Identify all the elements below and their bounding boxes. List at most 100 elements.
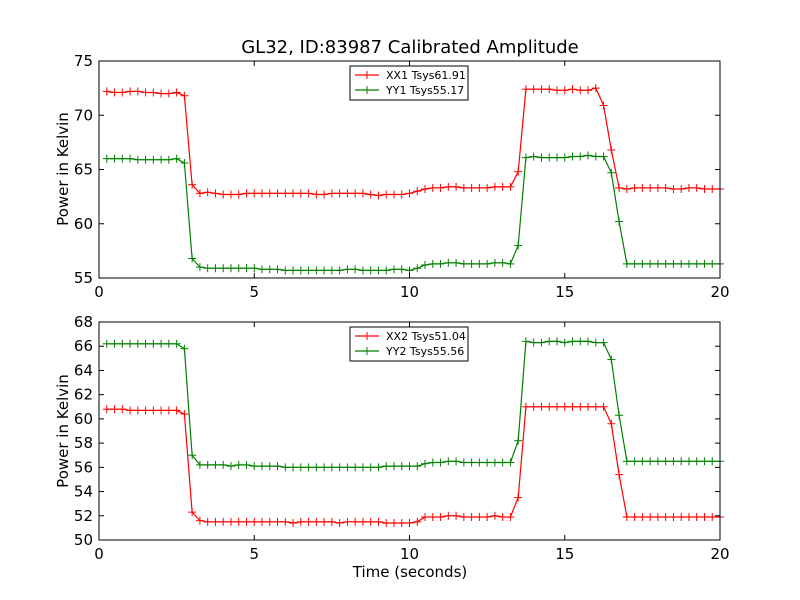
data-point-bottom-1	[452, 511, 461, 520]
data-point-top-2	[366, 266, 375, 275]
x-tick-label-top: 20	[710, 283, 729, 301]
data-point-top-2	[351, 265, 360, 274]
data-point-top-1	[584, 86, 593, 95]
data-point-top-1	[234, 190, 243, 199]
data-point-bottom-1	[164, 406, 173, 415]
data-point-top-2	[677, 259, 686, 268]
data-point-top-1	[343, 189, 352, 198]
data-point-bottom-2	[436, 458, 445, 467]
data-point-top-2	[211, 264, 220, 273]
data-point-top-2	[700, 259, 709, 268]
data-point-top-2	[436, 259, 445, 268]
data-point-top-1	[692, 183, 701, 192]
y-axis-label-bottom: Power in Kelvin	[54, 374, 72, 488]
data-point-bottom-1	[599, 402, 608, 411]
legend-entry-top-1: XX1 Tsys61.91	[355, 69, 466, 82]
y-tick-label-top: 55	[74, 269, 93, 287]
data-point-bottom-1	[428, 512, 437, 521]
x-tick-label-top: 15	[555, 283, 574, 301]
legend-label: XX2 Tsys51.04	[386, 330, 466, 343]
data-point-top-2	[413, 264, 422, 273]
x-tick-label-top: 10	[400, 283, 419, 301]
data-point-bottom-1	[351, 517, 360, 526]
data-point-top-1	[110, 88, 119, 97]
data-point-top-2	[615, 217, 624, 226]
data-point-bottom-1	[436, 512, 445, 521]
data-point-top-1	[141, 88, 150, 97]
data-point-top-1	[599, 101, 608, 110]
data-point-bottom-1	[226, 517, 235, 526]
data-point-top-1	[226, 190, 235, 199]
data-point-top-2	[374, 266, 383, 275]
data-point-top-2	[684, 259, 693, 268]
data-point-top-2	[537, 153, 546, 162]
data-point-top-1	[521, 85, 530, 94]
data-point-top-2	[126, 154, 135, 163]
x-tick-label-top: 0	[94, 283, 104, 301]
x-tick-label-bottom: 5	[249, 545, 259, 563]
data-point-bottom-1	[141, 406, 150, 415]
legend-top: XX1 Tsys61.91 YY1 Tsys55.17	[349, 65, 469, 101]
data-point-bottom-1	[149, 406, 158, 415]
data-point-top-1	[452, 182, 461, 191]
data-point-top-2	[281, 266, 290, 275]
data-point-bottom-2	[242, 460, 251, 469]
data-point-bottom-2	[537, 338, 546, 347]
data-point-top-1	[102, 87, 111, 96]
data-point-top-1	[149, 88, 158, 97]
data-point-top-1	[242, 189, 251, 198]
data-point-bottom-2	[498, 458, 507, 467]
data-point-bottom-2	[646, 457, 655, 466]
data-point-bottom-2	[358, 463, 367, 472]
data-point-bottom-1	[366, 517, 375, 526]
data-point-top-1	[374, 191, 383, 200]
data-point-bottom-2	[141, 339, 150, 348]
data-point-bottom-1	[607, 419, 616, 428]
data-point-top-2	[382, 266, 391, 275]
data-point-top-2	[490, 258, 499, 267]
data-point-bottom-2	[506, 458, 515, 467]
data-point-top-1	[591, 84, 600, 93]
data-point-top-1	[366, 190, 375, 199]
data-point-bottom-2	[219, 460, 228, 469]
data-point-top-2	[195, 263, 204, 272]
data-point-bottom-1	[545, 402, 554, 411]
data-point-top-2	[506, 259, 515, 268]
data-point-bottom-1	[459, 512, 468, 521]
data-point-top-1	[413, 187, 422, 196]
data-point-bottom-2	[281, 463, 290, 472]
data-point-bottom-1	[646, 512, 655, 521]
data-point-bottom-2	[195, 460, 204, 469]
data-point-top-2	[250, 264, 259, 273]
data-point-top-1	[669, 185, 678, 194]
data-point-top-1	[467, 183, 476, 192]
data-point-top-1	[211, 189, 220, 198]
data-point-bottom-2	[312, 463, 321, 472]
data-point-bottom-1	[576, 402, 585, 411]
y-tick-label-bottom: 50	[74, 531, 93, 549]
data-point-bottom-1	[102, 405, 111, 414]
plot-area-top: 0 5 10 15 20 55 60 65 70 75 XX1 Tsys61.91 YY1 Tsys5…	[74, 52, 730, 301]
data-point-bottom-2	[452, 457, 461, 466]
data-point-top-1	[358, 189, 367, 198]
data-point-bottom-1	[653, 512, 662, 521]
data-point-top-2	[692, 259, 701, 268]
data-point-bottom-2	[304, 463, 313, 472]
data-point-bottom-1	[304, 517, 313, 526]
data-point-bottom-2	[568, 337, 577, 346]
data-point-top-1	[421, 185, 430, 194]
data-point-bottom-1	[529, 402, 538, 411]
data-point-bottom-2	[172, 339, 181, 348]
data-point-top-2	[653, 259, 662, 268]
data-point-bottom-1	[265, 517, 274, 526]
data-point-top-2	[521, 153, 530, 162]
data-point-top-2	[708, 259, 717, 268]
y-tick-label-bottom: 56	[74, 458, 93, 476]
data-point-top-2	[607, 168, 616, 177]
data-point-top-1	[498, 182, 507, 191]
data-point-bottom-1	[514, 493, 523, 502]
data-point-bottom-2	[692, 457, 701, 466]
data-point-top-1	[281, 189, 290, 198]
data-point-bottom-2	[234, 460, 243, 469]
data-point-bottom-2	[630, 457, 639, 466]
